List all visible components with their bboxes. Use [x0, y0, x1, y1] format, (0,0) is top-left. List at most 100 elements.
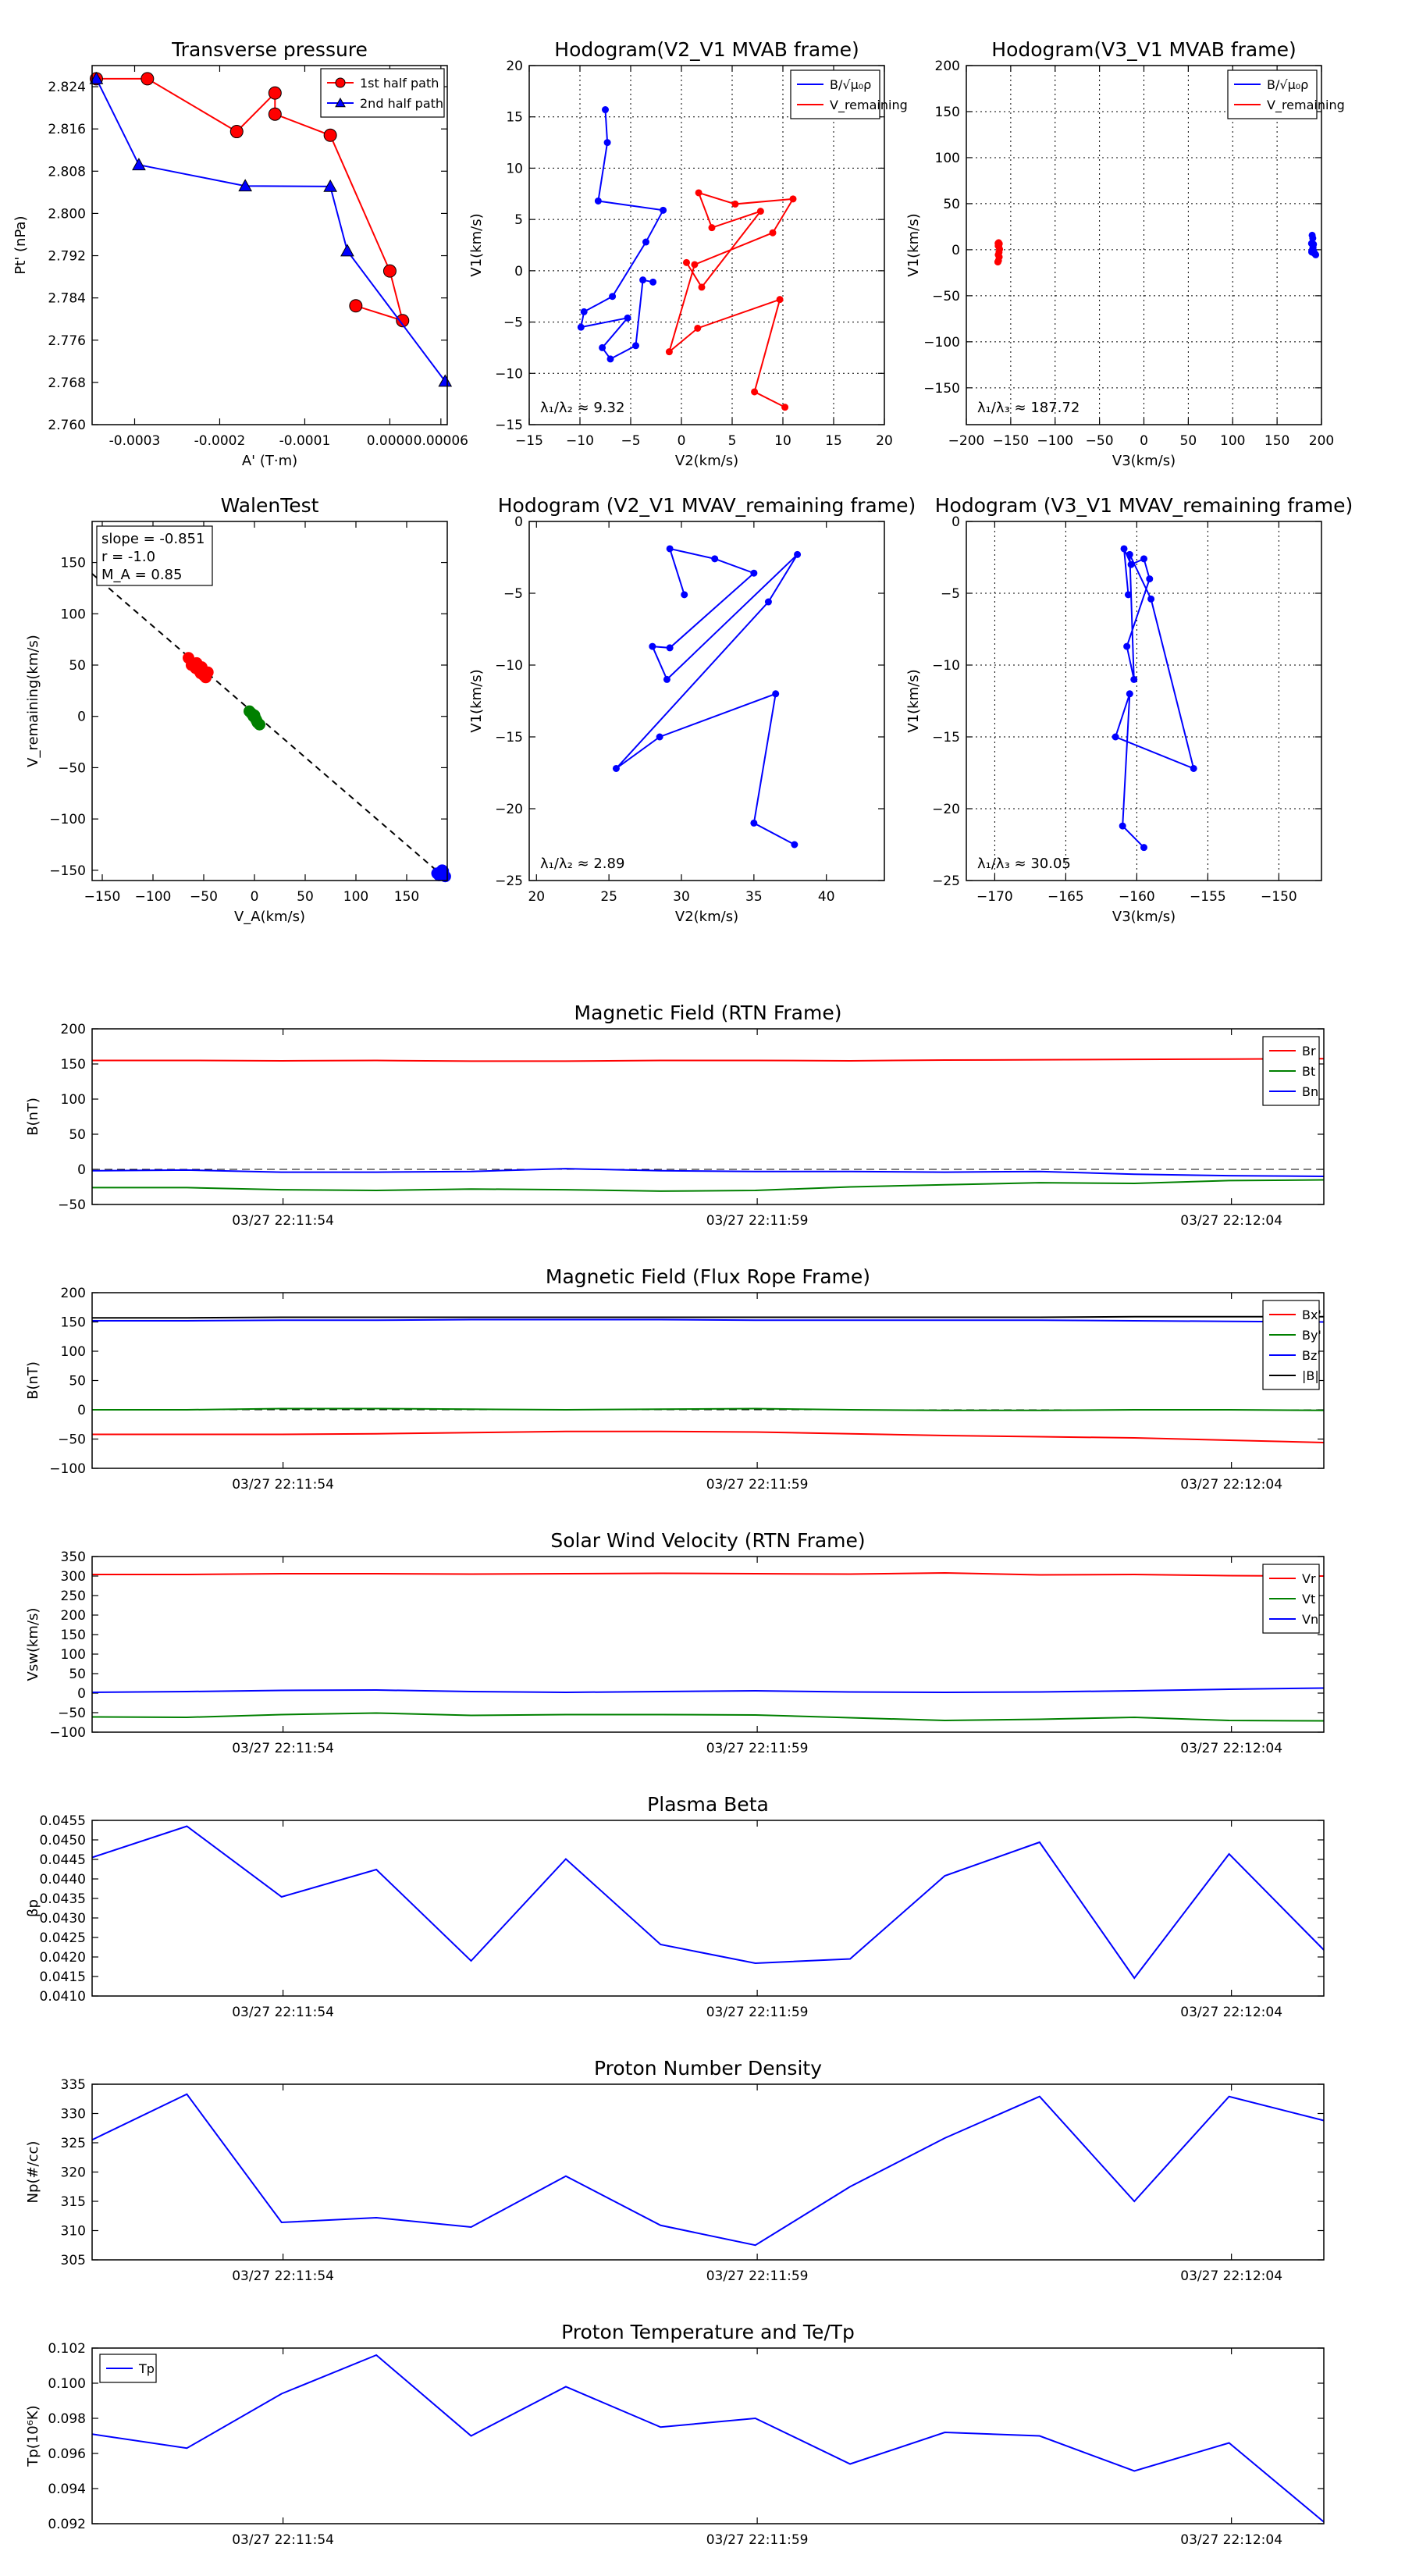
vsw-xtick-label: 03/27 22:11:59	[706, 1741, 809, 1756]
np-ytick-label: 305	[61, 2253, 86, 2268]
mag_rtn-ylabel: B(nT)	[25, 1098, 41, 1136]
h3-ytick-label: 0	[514, 514, 523, 530]
mag_rtn-xtick-label: 03/27 22:12:04	[1180, 1213, 1282, 1229]
mag_rtn-title: Magnetic Field (RTN Frame)	[574, 1002, 842, 1024]
h3-annotation: λ₁/λ₂ ≈ 2.89	[540, 856, 624, 872]
h1-ytick-label: 0	[514, 264, 523, 279]
h1-point	[649, 278, 657, 286]
h1-xtick-label: −10	[566, 433, 594, 449]
h1-point	[624, 314, 631, 322]
tp_temp-ylabel: Tp(10⁶K)	[25, 2405, 41, 2467]
tp_temp-xtick-label: 03/27 22:11:54	[232, 2532, 334, 2548]
np-chart: Proton Number Density 305 310 315 320 325 330 3…	[25, 2057, 1325, 2284]
h3-ytick-label: −5	[503, 586, 523, 602]
h1-point	[789, 195, 797, 203]
h1-point	[580, 308, 588, 315]
walen-point	[254, 718, 265, 731]
vsw-ytick-label: 200	[61, 1608, 86, 1624]
np-xtick-label: 03/27 22:11:59	[706, 2268, 809, 2284]
h3-ylabel: V1(km/s)	[468, 669, 485, 732]
h1-point	[603, 139, 611, 147]
tp-point	[340, 244, 354, 257]
h3-point	[711, 555, 719, 563]
mag_rtn-ytick-label: −50	[58, 1197, 86, 1213]
tp_temp-title: Proton Temperature and Te/Tp	[561, 2321, 855, 2343]
h1-point	[609, 293, 617, 301]
walen-annotation-box	[96, 525, 213, 586]
beta-ytick-label: 0.0420	[40, 1950, 86, 1966]
tp-point	[438, 374, 453, 387]
h2-ytick-label: −50	[932, 289, 960, 304]
beta-xtick-label: 03/27 22:12:04	[1180, 2005, 1282, 2020]
tp-point	[268, 86, 282, 100]
h1-xlabel: V2(km/s)	[675, 453, 738, 469]
vsw-legend-label: Vr	[1302, 1571, 1316, 1586]
h1-point	[769, 229, 777, 237]
vsw-legend-label: Vt	[1302, 1592, 1315, 1606]
np-axes-frame	[91, 2083, 1325, 2261]
h1-ytick-label: 20	[506, 59, 523, 74]
h4-point	[1140, 844, 1147, 852]
tp_temp-ytick-label: 0.098	[48, 2411, 86, 2427]
tp-xtick-label: 0.00006	[414, 433, 468, 449]
h2-legend-label: B/√μ₀ρ	[1267, 77, 1308, 92]
h2-ytick-label: 50	[943, 197, 960, 212]
h3-xtick-label: 25	[600, 889, 617, 905]
h4-ylabel: V1(km/s)	[905, 669, 922, 732]
h2-xtick-label: 0	[1140, 433, 1148, 449]
tp-series-line	[95, 78, 446, 382]
tp-title: Transverse pressure	[171, 38, 368, 61]
h4-ytick-label: 0	[951, 514, 960, 530]
vsw-chart: Solar Wind Velocity (RTN Frame) −100 −50 0 5…	[25, 1529, 1325, 1756]
h4-point	[1126, 690, 1133, 698]
h2-xtick-label: −200	[948, 433, 985, 449]
mag_fr-title: Magnetic Field (Flux Rope Frame)	[546, 1265, 870, 1288]
h2-xtick-label: −100	[1037, 433, 1073, 449]
tp_temp-ytick-label: 0.100	[48, 2376, 86, 2392]
h3-xtick-label: 30	[673, 889, 690, 905]
h4-point	[1127, 560, 1135, 568]
tp_temp-legend-label: Tp	[138, 2361, 155, 2376]
h2-ytick-label: 150	[935, 105, 960, 120]
mag_fr-ytick-label: −50	[58, 1432, 86, 1448]
h1-point	[606, 355, 614, 363]
h2-ylabel: V1(km/s)	[905, 213, 922, 276]
mag_rtn-series-Bt	[92, 1179, 1325, 1192]
h2-axes-frame	[966, 65, 1322, 425]
tp-legend-marker	[335, 77, 346, 88]
np-ytick-label: 320	[61, 2165, 86, 2181]
mag_fr-ytick-label: 200	[61, 1286, 86, 1301]
h3-ytick-label: −10	[495, 658, 523, 674]
mag_fr-ytick-label: 0	[77, 1403, 86, 1418]
h1-point	[731, 200, 739, 208]
mag_rtn-legend-label: Bt	[1302, 1064, 1315, 1079]
h1-xtick-label: 15	[825, 433, 842, 449]
h3-ytick-label: −25	[495, 873, 523, 889]
mag_fr-ytick-label: 50	[69, 1374, 86, 1389]
h4-point	[1112, 733, 1119, 741]
h4-point	[1119, 822, 1126, 830]
h4-ytick-label: −10	[932, 658, 960, 674]
h1-ytick-label: 10	[506, 161, 523, 176]
vsw-xtick-label: 03/27 22:11:54	[232, 1741, 334, 1756]
walen-xtick-label: 50	[297, 889, 314, 905]
tp-ytick-label: 2.760	[48, 418, 86, 433]
mag_rtn-xtick-label: 03/27 22:11:59	[706, 1213, 809, 1229]
h1-xtick-label: −15	[515, 433, 543, 449]
walen-axes-frame	[91, 521, 448, 881]
h1-point	[691, 261, 699, 269]
tp-ytick-label: 2.776	[48, 333, 86, 349]
h1-ylabel: V1(km/s)	[468, 213, 485, 276]
tp-xtick-label: 0.0000	[367, 433, 413, 449]
tp-point	[238, 179, 253, 192]
h1-chart: Hodogram(V2_V1 MVAB frame) −15 −10 −5 0 5 10 15…	[468, 38, 908, 469]
h1-point	[751, 388, 759, 396]
mag_fr-series-By'	[92, 1407, 1325, 1411]
h3-ytick-label: −15	[495, 730, 523, 745]
h3-point	[791, 841, 799, 849]
h4-point	[1123, 642, 1131, 650]
tp-xtick-label: -0.0001	[279, 433, 331, 449]
vsw-ytick-label: −100	[49, 1725, 86, 1741]
h1-legend-label: V_remaining	[830, 98, 908, 113]
mag_fr-legend-label: |B|	[1302, 1368, 1319, 1383]
